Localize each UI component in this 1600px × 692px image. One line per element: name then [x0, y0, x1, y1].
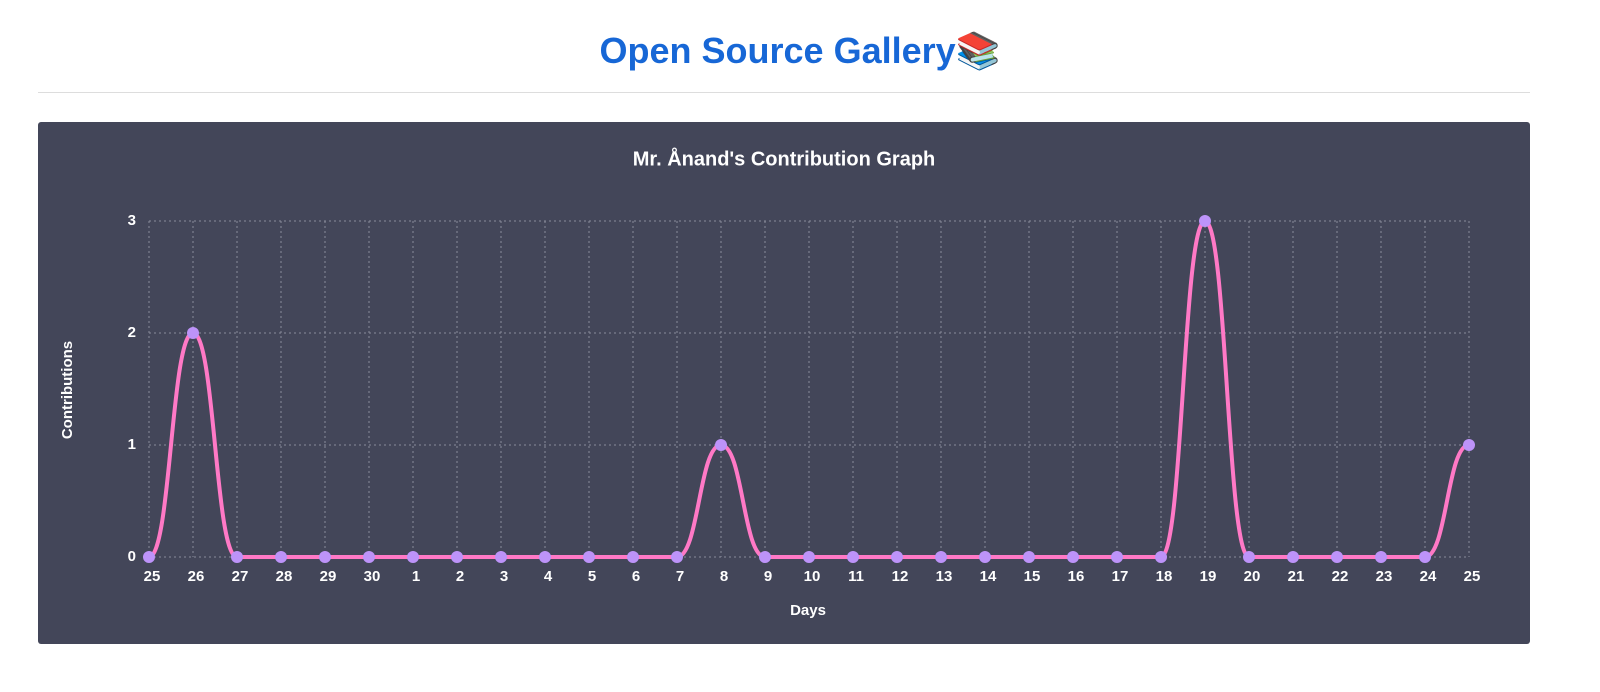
x-tick-label: 7 [676, 568, 684, 585]
data-point [319, 551, 331, 563]
x-tick-label: 3 [500, 568, 508, 585]
data-point [539, 551, 551, 563]
y-tick-label: 3 [128, 212, 136, 229]
x-tick-label: 15 [1024, 568, 1041, 585]
data-point [583, 551, 595, 563]
x-tick-label: 19 [1200, 568, 1217, 585]
x-tick-label: 12 [892, 568, 909, 585]
data-point [1111, 551, 1123, 563]
x-tick-label: 27 [232, 568, 249, 585]
x-tick-label: 29 [320, 568, 337, 585]
x-tick-label: 11 [848, 568, 864, 585]
data-point [715, 439, 727, 451]
x-tick-label: 24 [1420, 568, 1437, 585]
x-tick-label: 8 [720, 568, 728, 585]
y-tick-label: 0 [128, 548, 136, 565]
data-point [803, 551, 815, 563]
data-point [495, 551, 507, 563]
data-point [187, 327, 199, 339]
x-tick-label: 23 [1376, 568, 1393, 585]
data-point [1287, 551, 1299, 563]
data-point [627, 551, 639, 563]
data-point [407, 551, 419, 563]
y-tick-label: 2 [128, 324, 136, 341]
data-point [275, 551, 287, 563]
x-tick-label: 17 [1112, 568, 1129, 585]
data-point [847, 551, 859, 563]
x-tick-label: 5 [588, 568, 596, 585]
data-point [363, 551, 375, 563]
data-point [979, 551, 991, 563]
data-point [451, 551, 463, 563]
x-tick-label: 30 [364, 568, 381, 585]
page-title: Open Source Gallery📚 [599, 30, 1001, 71]
chart-title: Mr. Ånand's Contribution Graph [633, 146, 936, 170]
data-point [1375, 551, 1387, 563]
x-tick-label: 25 [1464, 568, 1481, 585]
x-tick-label: 4 [544, 568, 553, 585]
data-point [231, 551, 243, 563]
x-tick-label: 22 [1332, 568, 1349, 585]
x-tick-label: 10 [804, 568, 821, 585]
x-tick-label: 16 [1068, 568, 1085, 585]
x-tick-label: 20 [1244, 568, 1261, 585]
data-point [1331, 551, 1343, 563]
x-axis-label: Days [790, 602, 826, 619]
x-tick-label: 18 [1156, 568, 1173, 585]
x-tick-label: 28 [276, 568, 293, 585]
data-point [891, 551, 903, 563]
y-tick-label: 1 [128, 436, 136, 453]
x-tick-label: 9 [764, 568, 772, 585]
data-point [935, 551, 947, 563]
x-tick-label: 1 [412, 568, 420, 585]
data-point [1463, 439, 1475, 451]
data-point [1023, 551, 1035, 563]
x-tick-label: 26 [188, 568, 205, 585]
x-tick-label: 21 [1288, 568, 1305, 585]
data-point [759, 551, 771, 563]
x-tick-label: 2 [456, 568, 464, 585]
data-point [1067, 551, 1079, 563]
divider [38, 92, 1530, 93]
x-tick-label: 14 [980, 568, 997, 585]
data-point [1419, 551, 1431, 563]
x-tick-label: 13 [936, 568, 953, 585]
data-point [143, 551, 155, 563]
y-axis-label: Contributions [59, 341, 76, 439]
data-point [1199, 215, 1211, 227]
x-tick-label: 6 [632, 568, 640, 585]
data-point [1155, 551, 1167, 563]
data-point [671, 551, 683, 563]
data-point [1243, 551, 1255, 563]
x-tick-label: 25 [144, 568, 161, 585]
